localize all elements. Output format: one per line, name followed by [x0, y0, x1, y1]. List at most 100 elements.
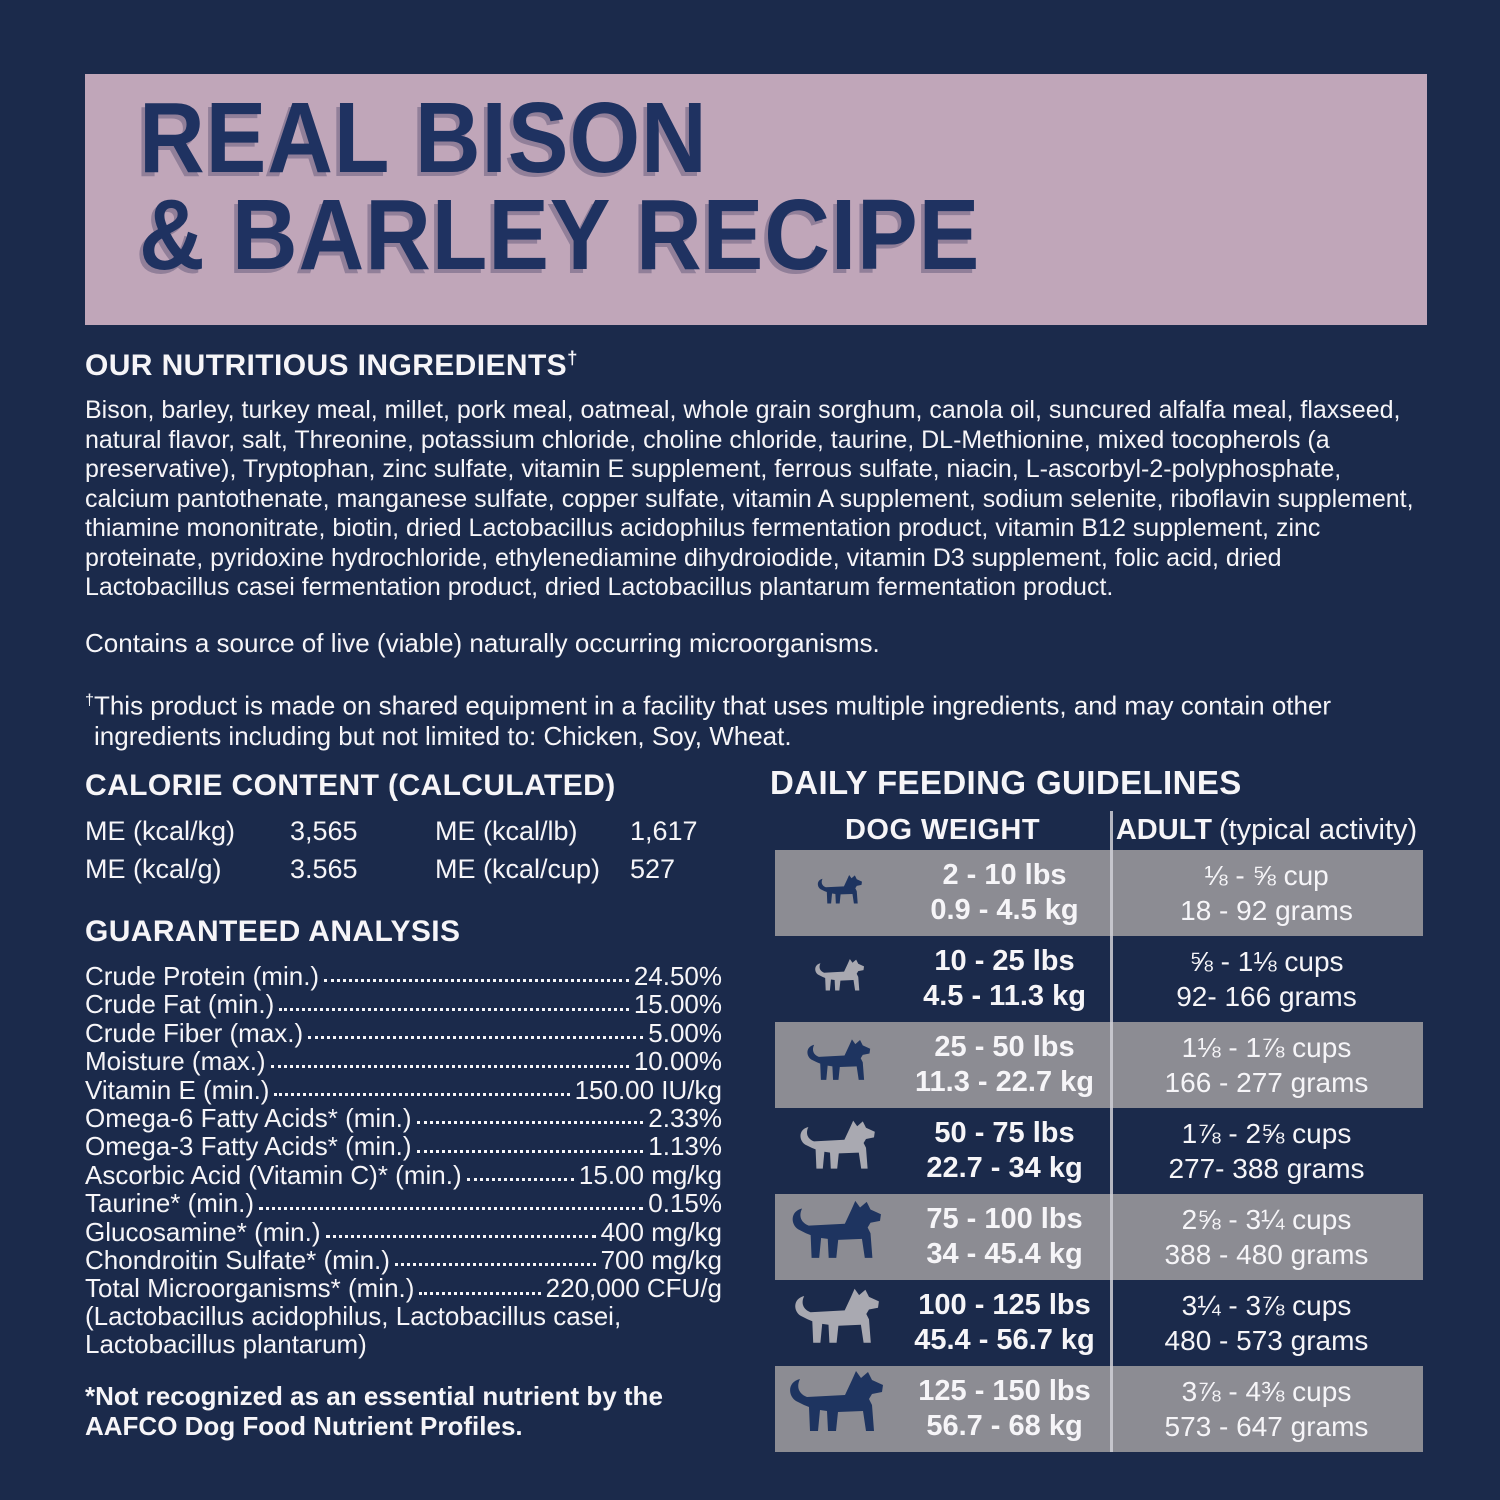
pit-bull-icon [781, 1119, 903, 1183]
ingredients-heading: OUR NUTRITIOUS INGREDIENTS† [85, 347, 1431, 383]
recipe-title-line1: REAL BISON [139, 82, 708, 194]
weight-lbs: 100 - 125 lbs [918, 1289, 1091, 1321]
ingredients-list: Bison, barley, turkey meal, millet, pork… [85, 396, 1414, 601]
weight-lbs: 10 - 25 lbs [934, 945, 1075, 977]
weight-lbs: 50 - 75 lbs [934, 1117, 1075, 1149]
leader-dots [308, 1036, 644, 1040]
serving-cups: 2⅝ - 3¼ cups [1181, 1204, 1352, 1235]
calorie-content-heading: CALORIE CONTENT (CALCULATED) [85, 769, 616, 802]
analysis-value: 2.33% [648, 1102, 722, 1133]
leader-dots [416, 1149, 644, 1153]
leader-dots [325, 1234, 596, 1238]
analysis-row: Ascorbic Acid (Vitamin C)* (min.) 15.00 m… [85, 1159, 722, 1190]
serving-cell: ⅝ - 1⅛ cups 92- 166 grams [1110, 936, 1423, 1022]
leader-dots [259, 1206, 644, 1210]
serving-grams: 388 - 480 grams [1164, 1239, 1369, 1270]
serving-grams: 166 - 277 grams [1164, 1067, 1369, 1098]
spitz-icon [781, 1038, 903, 1092]
great-dane-icon [781, 1199, 903, 1275]
dagger-icon: † [85, 690, 94, 709]
weight-kg: 4.5 - 11.3 kg [923, 980, 1086, 1012]
serving-cups: 1⅛ - 1⅞ cups [1181, 1032, 1352, 1063]
serving-cell: 1⅛ - 1⅞ cups 166 - 277 grams [1110, 1022, 1423, 1108]
weight-lbs: 125 - 150 lbs [918, 1375, 1091, 1407]
weight-kg: 11.3 - 22.7 kg [915, 1066, 1094, 1098]
feeding-guidelines-heading: DAILY FEEDING GUIDELINES [770, 764, 1242, 801]
dog-weight-cell: 10 - 25 lbs 4.5 - 11.3 kg [775, 936, 1110, 1022]
calorie-value: 3.565 [290, 854, 358, 884]
calorie-label: ME (kcal/lb) [435, 816, 578, 846]
serving-cups: ⅝ - 1⅛ cups [1189, 946, 1344, 977]
guaranteed-analysis-section: GUARANTEED ANALYSIS Crude Protein (min.)… [85, 915, 722, 1468]
serving-cups: ⅛ - ⅝ cup [1204, 860, 1329, 891]
feeding-row-125-150lbs: 125 - 150 lbs 56.7 - 68 kg 3⅞ - 4⅜ cups 57… [775, 1366, 1423, 1452]
adult-column-header: ADULT (typical activity) [1110, 814, 1423, 847]
recipe-title: REAL BISON & BARLEY RECIPE [139, 88, 980, 285]
serving-grams: 92- 166 grams [1176, 981, 1357, 1012]
analysis-row: Omega-3 Fatty Acids* (min.) 1.13% [85, 1131, 722, 1162]
recipe-title-line2: & BARLEY RECIPE [139, 179, 981, 291]
analysis-value: 150.00 IU/kg [574, 1074, 722, 1105]
weight-kg: 56.7 - 68 kg [926, 1410, 1083, 1442]
analysis-label: Vitamin E (min.) [85, 1074, 270, 1105]
dog-weight-cell: 100 - 125 lbs 45.4 - 56.7 kg [775, 1280, 1110, 1366]
table-column-divider [1110, 811, 1113, 1452]
ingredients-heading-text: OUR NUTRITIOUS INGREDIENTS [85, 349, 568, 382]
serving-grams: 277- 388 grams [1168, 1153, 1365, 1184]
analysis-label: Total Microorganisms* (min.) [85, 1273, 415, 1304]
analysis-row: Chondroitin Sulfate* (min.) 700 mg/kg [85, 1245, 722, 1275]
analysis-row: Total Microorganisms* (min.) 220,000 CFU/… [85, 1273, 722, 1304]
analysis-label: Taurine* (min.) [85, 1188, 255, 1219]
leader-dots [270, 1064, 629, 1068]
feeding-table-header: DOG WEIGHT ADULT (typical activity) [775, 811, 1423, 850]
adult-label: ADULT [1115, 814, 1212, 846]
leader-dots [416, 1121, 644, 1125]
dog-weight-cell: 50 - 75 lbs 22.7 - 34 kg [775, 1108, 1110, 1194]
weight-lbs: 2 - 10 lbs [942, 859, 1067, 891]
serving-cups: 3¼ - 3⅞ cups [1181, 1290, 1352, 1321]
leader-dots [274, 1092, 570, 1096]
calorie-value: 527 [630, 854, 676, 884]
facility-note: †This product is made on shared equipmen… [85, 685, 1431, 753]
serving-grams: 573 - 647 grams [1164, 1411, 1369, 1442]
weight-lbs: 25 - 50 lbs [934, 1031, 1075, 1063]
microorganisms-detail-line: (Lactobacillus acidophilus, Lactobacillu… [85, 1300, 622, 1331]
chihuahua-icon [781, 874, 903, 912]
recipe-title-banner: REAL BISON & BARLEY RECIPE [85, 74, 1427, 325]
dog-weight-column-header: DOG WEIGHT [844, 814, 1041, 846]
analysis-value: 5.00% [648, 1017, 722, 1048]
calorie-label: ME (kcal/kg) [85, 816, 236, 846]
analysis-value: 15.00 mg/kg [578, 1159, 722, 1190]
dagger-icon: † [567, 347, 578, 368]
serving-cups: 3⅞ - 4⅜ cups [1181, 1376, 1352, 1407]
analysis-row: Crude Fiber (max.) 5.00% [85, 1017, 722, 1048]
weight-lbs: 75 - 100 lbs [926, 1203, 1083, 1235]
feeding-row-25-50lbs: 25 - 50 lbs 11.3 - 22.7 kg 1⅛ - 1⅞ cups 16… [775, 1022, 1423, 1108]
analysis-value: 0.15% [648, 1188, 722, 1219]
calorie-content-table: ME (kcal/kg) 3,565 ME (kcal/lb) 1,617 ME… [85, 816, 733, 885]
leader-dots [324, 979, 629, 983]
analysis-label: Crude Fiber (max.) [85, 1017, 304, 1048]
feeding-row-2-10lbs: 2 - 10 lbs 0.9 - 4.5 kg ⅛ - ⅝ cup 18 - 92 … [775, 850, 1423, 936]
analysis-value: 1.13% [648, 1131, 722, 1162]
aafco-footnote: *Not recognized as an essential nutrient… [85, 1380, 663, 1442]
dog-weight-cell: 25 - 50 lbs 11.3 - 22.7 kg [775, 1022, 1110, 1108]
feeding-row-50-75lbs: 50 - 75 lbs 22.7 - 34 kg 1⅞ - 2⅝ cups 277-… [775, 1108, 1423, 1194]
ingredients-section: OUR NUTRITIOUS INGREDIENTS† Bison, barle… [85, 347, 1431, 778]
contains-note: Contains a source of live (viable) natur… [85, 627, 880, 658]
feeding-guidelines-section: DAILY FEEDING GUIDELINES DOG WEIGHT ADUL… [770, 764, 1423, 1452]
analysis-label: Omega-6 Fatty Acids* (min.) [85, 1102, 412, 1133]
dog-weight-cell: 75 - 100 lbs 34 - 45.4 kg [775, 1194, 1110, 1280]
serving-cell: 2⅝ - 3¼ cups 388 - 480 grams [1110, 1194, 1423, 1280]
feeding-row-75-100lbs: 75 - 100 lbs 34 - 45.4 kg 2⅝ - 3¼ cups 388… [775, 1194, 1423, 1280]
analysis-row: Vitamin E (min.) 150.00 IU/kg [85, 1074, 722, 1105]
serving-grams: 480 - 573 grams [1164, 1325, 1369, 1356]
weight-kg: 45.4 - 56.7 kg [914, 1324, 1095, 1356]
analysis-row: Taurine* (min.) 0.15% [85, 1188, 722, 1219]
analysis-label: Moisture (max.) [85, 1046, 266, 1077]
serving-cell: 1⅞ - 2⅝ cups 277- 388 grams [1110, 1108, 1423, 1194]
analysis-value: 24.50% [633, 961, 722, 991]
serving-cell: 3⅞ - 4⅜ cups 573 - 647 grams [1110, 1366, 1423, 1452]
dog-weight-cell: 2 - 10 lbs 0.9 - 4.5 kg [775, 850, 1110, 936]
